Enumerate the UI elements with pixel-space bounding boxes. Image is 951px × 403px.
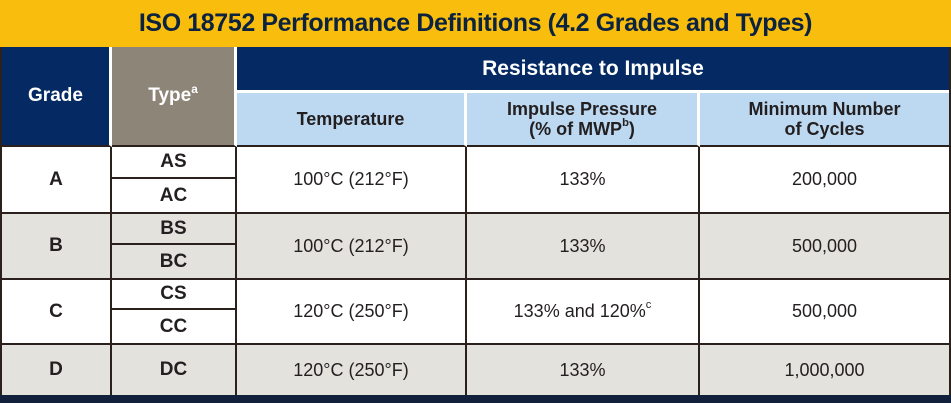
type-cell-ac: AC: [112, 179, 237, 212]
temperature-cell-c: 120°C (250°F): [237, 278, 467, 343]
grade-cell-d: D: [2, 343, 112, 395]
type-footnote-marker: a: [191, 82, 198, 96]
type-cell-bc: BC: [112, 245, 237, 278]
impulse-cell-d: 133%: [467, 343, 700, 395]
column-header-type: Typea: [112, 47, 237, 147]
group-header-resistance-to-impulse: Resistance to Impulse: [237, 47, 949, 93]
column-header-grade: Grade: [2, 47, 112, 147]
bottom-accent-bar: [0, 395, 951, 403]
cycles-cell-b: 500,000: [700, 212, 949, 278]
impulse-cell-b: 133%: [467, 212, 700, 278]
temperature-header-label: Temperature: [296, 108, 405, 129]
table-title-bar: ISO 18752 Performance Definitions (4.2 G…: [0, 0, 951, 47]
type-cell-cs: CS: [112, 278, 237, 310]
resistance-header-label: Resistance to Impulse: [482, 56, 704, 80]
impulse-cell-c: 133% and 120%c: [467, 278, 700, 343]
impulse-cell-a: 133%: [467, 147, 700, 212]
temperature-cell-b: 100°C (212°F): [237, 212, 467, 278]
type-cell-dc: DC: [112, 343, 237, 395]
type-header-label: Typea: [148, 82, 198, 106]
mwp-footnote-marker: b: [622, 117, 629, 129]
type-cell-cc: CC: [112, 310, 237, 343]
column-header-minimum-cycles: Minimum Number of Cycles: [700, 93, 949, 147]
grade-cell-a: A: [2, 147, 112, 212]
impulse-header-label: Impulse Pressure (% of MWPb): [506, 98, 658, 139]
column-header-impulse-pressure: Impulse Pressure (% of MWPb): [467, 93, 700, 147]
column-header-temperature: Temperature: [237, 93, 467, 147]
cycles-cell-c: 500,000: [700, 278, 949, 343]
type-cell-as: AS: [112, 147, 237, 179]
cycles-cell-a: 200,000: [700, 147, 949, 212]
performance-table-grid: Grade Typea Resistance to Impulse Temper…: [0, 47, 951, 395]
temperature-cell-d: 120°C (250°F): [237, 343, 467, 395]
grade-header-label: Grade: [28, 85, 83, 106]
table-title: ISO 18752 Performance Definitions (4.2 G…: [138, 9, 813, 37]
impulse-footnote-marker-c: c: [645, 299, 652, 311]
grade-cell-c: C: [2, 278, 112, 343]
cycles-cell-d: 1,000,000: [700, 343, 949, 395]
grade-cell-b: B: [2, 212, 112, 278]
temperature-cell-a: 100°C (212°F): [237, 147, 467, 212]
cycles-header-label: Minimum Number of Cycles: [748, 98, 901, 139]
type-cell-bs: BS: [112, 212, 237, 245]
